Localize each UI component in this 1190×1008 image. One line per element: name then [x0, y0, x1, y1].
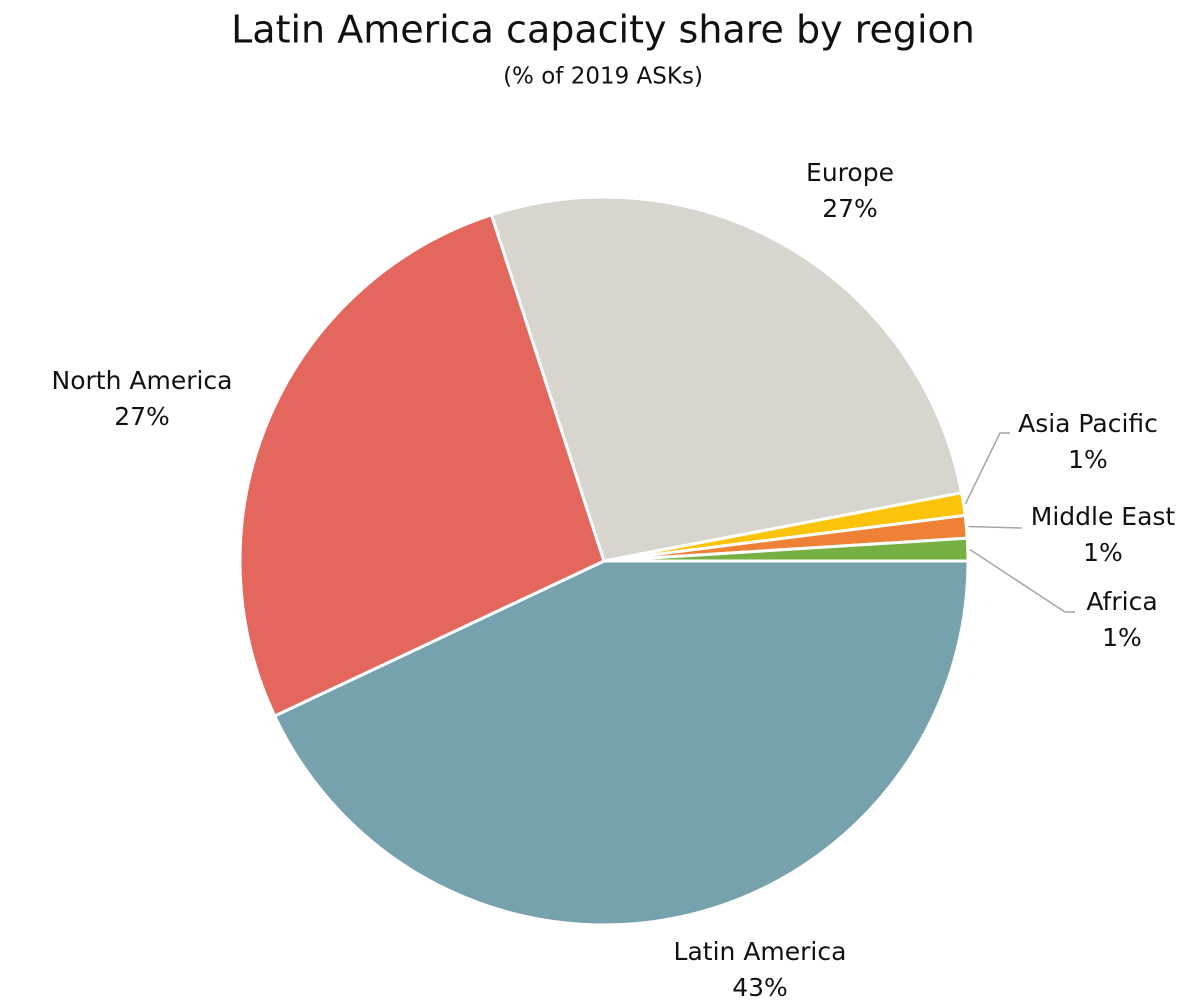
chart-title: Latin America capacity share by region	[231, 8, 975, 52]
slice-value-label: 27%	[822, 194, 878, 223]
leader-line	[968, 525, 1022, 529]
pie-slice	[272, 559, 970, 927]
slice-label: Middle East	[1031, 502, 1176, 531]
pie-slice	[489, 195, 964, 563]
leader-line	[969, 548, 1075, 613]
pie-slice	[238, 212, 606, 718]
pie-slice	[603, 536, 970, 563]
slice-label: Europe	[806, 158, 894, 187]
chart-subtitle: (% of 2019 ASKs)	[503, 64, 703, 90]
slice-value-label: 1%	[1068, 445, 1108, 474]
slice-label: North America	[52, 366, 233, 395]
slice-label: Asia Pacific	[1018, 409, 1158, 438]
slice-value-label: 1%	[1083, 538, 1123, 567]
slice-value-label: 43%	[732, 973, 788, 1002]
leader-line	[964, 432, 1010, 505]
slice-label: Latin America	[674, 937, 847, 966]
slice-value-label: 1%	[1102, 623, 1142, 652]
slice-value-label: 27%	[114, 402, 170, 431]
slice-label: Africa	[1086, 587, 1157, 616]
